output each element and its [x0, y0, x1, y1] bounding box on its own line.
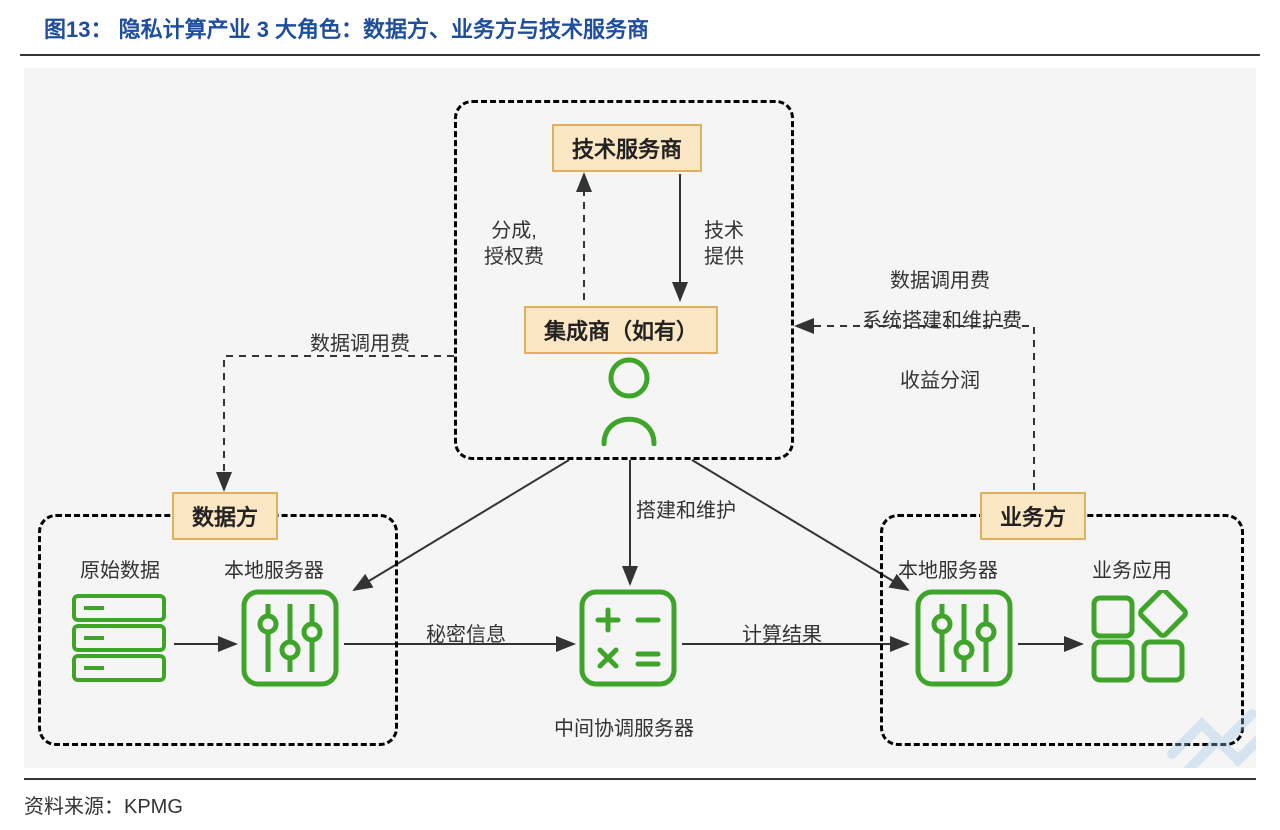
arrow-right-dash: [796, 326, 1034, 490]
person-icon: [594, 356, 664, 446]
text-mid-coord: 中间协调服务器: [554, 716, 694, 742]
text-right-fee3: 收益分润: [900, 368, 980, 394]
text-left-fee: 数据调用费: [310, 331, 410, 357]
sliders-icon: [240, 588, 340, 688]
sliders-icon: [914, 588, 1014, 688]
text-biz-app: 业务应用: [1092, 558, 1172, 584]
text-tech-left: 分成,授权费: [484, 218, 544, 270]
text-local-srv-l: 本地服务器: [224, 558, 324, 584]
figure-title: 图13： 隐私计算产业 3 大角色：数据方、业务方与技术服务商: [20, 0, 1260, 56]
calculator-icon: [578, 588, 678, 688]
diagram-area: 技术服务商 集成商（如有） 数据方 业务方 分成,授权费 技术提供 数据调用费 …: [24, 68, 1256, 768]
label-integrator: 集成商（如有）: [524, 306, 718, 354]
source-line: 资料来源：KPMG: [24, 778, 1256, 819]
text-result: 计算结果: [742, 622, 822, 648]
text-secret: 秘密信息: [426, 622, 506, 648]
apps-icon: [1086, 590, 1206, 686]
label-tech-provider: 技术服务商: [552, 124, 702, 172]
label-biz-side: 业务方: [980, 492, 1086, 540]
text-local-srv-r: 本地服务器: [898, 558, 998, 584]
text-tech-right: 技术提供: [704, 218, 744, 270]
arrow-left-dash: [224, 356, 454, 490]
text-raw-data: 原始数据: [80, 558, 160, 584]
text-build-maint: 搭建和维护: [636, 498, 736, 524]
arrow-build-right: [692, 460, 908, 590]
label-data-side: 数据方: [172, 492, 278, 540]
text-right-fee2: 系统搭建和维护费: [862, 308, 1022, 334]
text-right-fee1: 数据调用费: [890, 268, 990, 294]
storage-icon: [70, 592, 168, 684]
